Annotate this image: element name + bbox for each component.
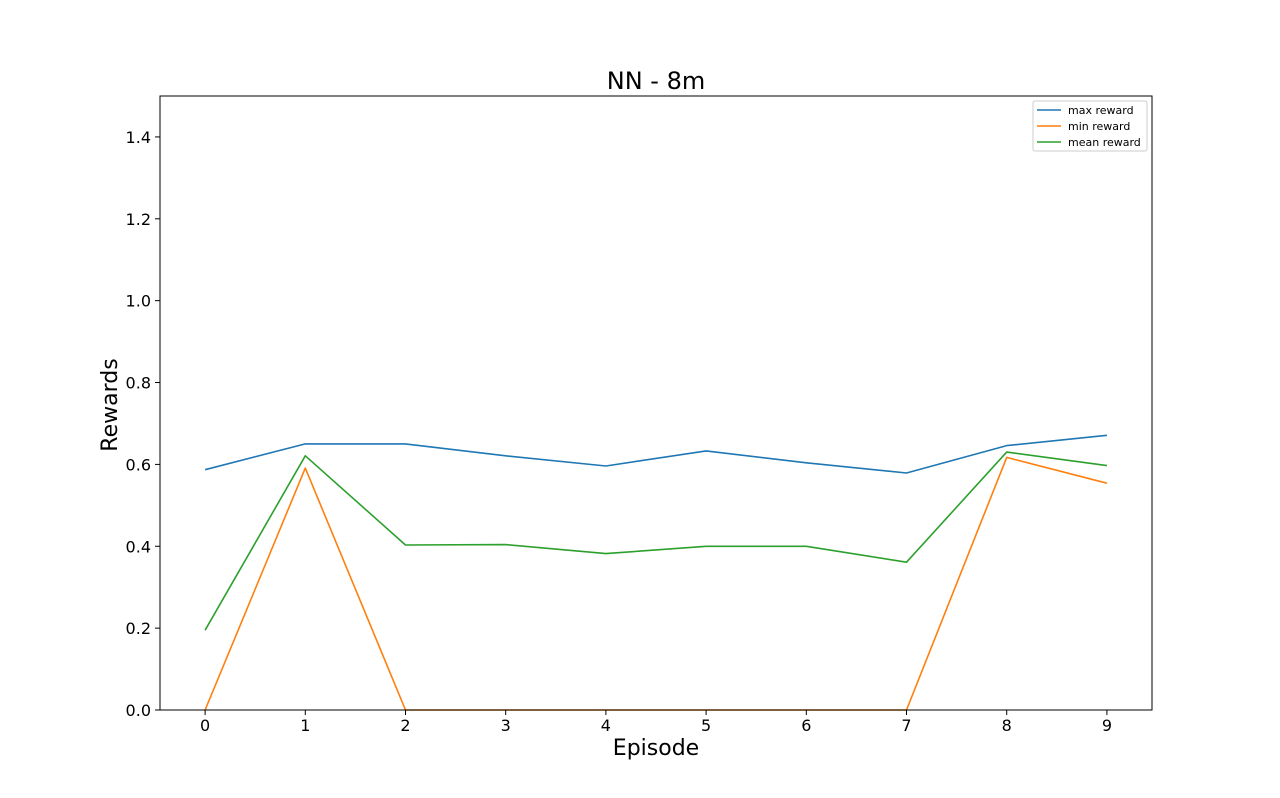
- y-tick-label: 0.8: [126, 374, 151, 393]
- series-line-mean-reward: [204, 451, 1108, 631]
- y-tick-label: 0.2: [126, 619, 151, 638]
- y-tick-label: 1.0: [126, 292, 151, 311]
- x-tick-label: 5: [701, 716, 711, 735]
- y-tick-label: 0.4: [126, 537, 151, 556]
- x-tick-label: 1: [300, 716, 310, 735]
- x-axis-title: Episode: [613, 736, 699, 761]
- y-tick-label: 0.6: [126, 455, 151, 474]
- y-axis-title: Rewards: [98, 358, 123, 451]
- legend-box: [1032, 100, 1148, 152]
- legend-label: max reward: [1068, 104, 1134, 117]
- y-tick-label: 1.2: [126, 210, 151, 229]
- x-tick-label: 2: [400, 716, 410, 735]
- x-tick-label: 9: [1102, 716, 1112, 735]
- x-axis: 0 1 2 3 4 5 6 7 8 9: [200, 710, 1112, 735]
- legend-label: mean reward: [1068, 136, 1141, 149]
- x-tick-label: 4: [601, 716, 611, 735]
- x-tick-label: 7: [901, 716, 911, 735]
- y-tick-label: 1.4: [126, 128, 151, 147]
- y-axis: 0.0 0.2 0.4 0.6 0.8 1.0 1.2 1.4: [126, 128, 160, 720]
- x-tick-label: 3: [501, 716, 511, 735]
- legend-label: min reward: [1068, 120, 1130, 133]
- legend: max reward min reward mean reward: [1032, 100, 1148, 152]
- x-tick-label: 6: [801, 716, 811, 735]
- y-tick-label: 0.0: [126, 701, 151, 720]
- chart-title: NN - 8m: [607, 67, 705, 95]
- x-tick-label: 0: [200, 716, 210, 735]
- x-tick-label: 8: [1002, 716, 1012, 735]
- plot-frame: [159, 95, 1153, 711]
- series-line-max-reward: [204, 434, 1107, 474]
